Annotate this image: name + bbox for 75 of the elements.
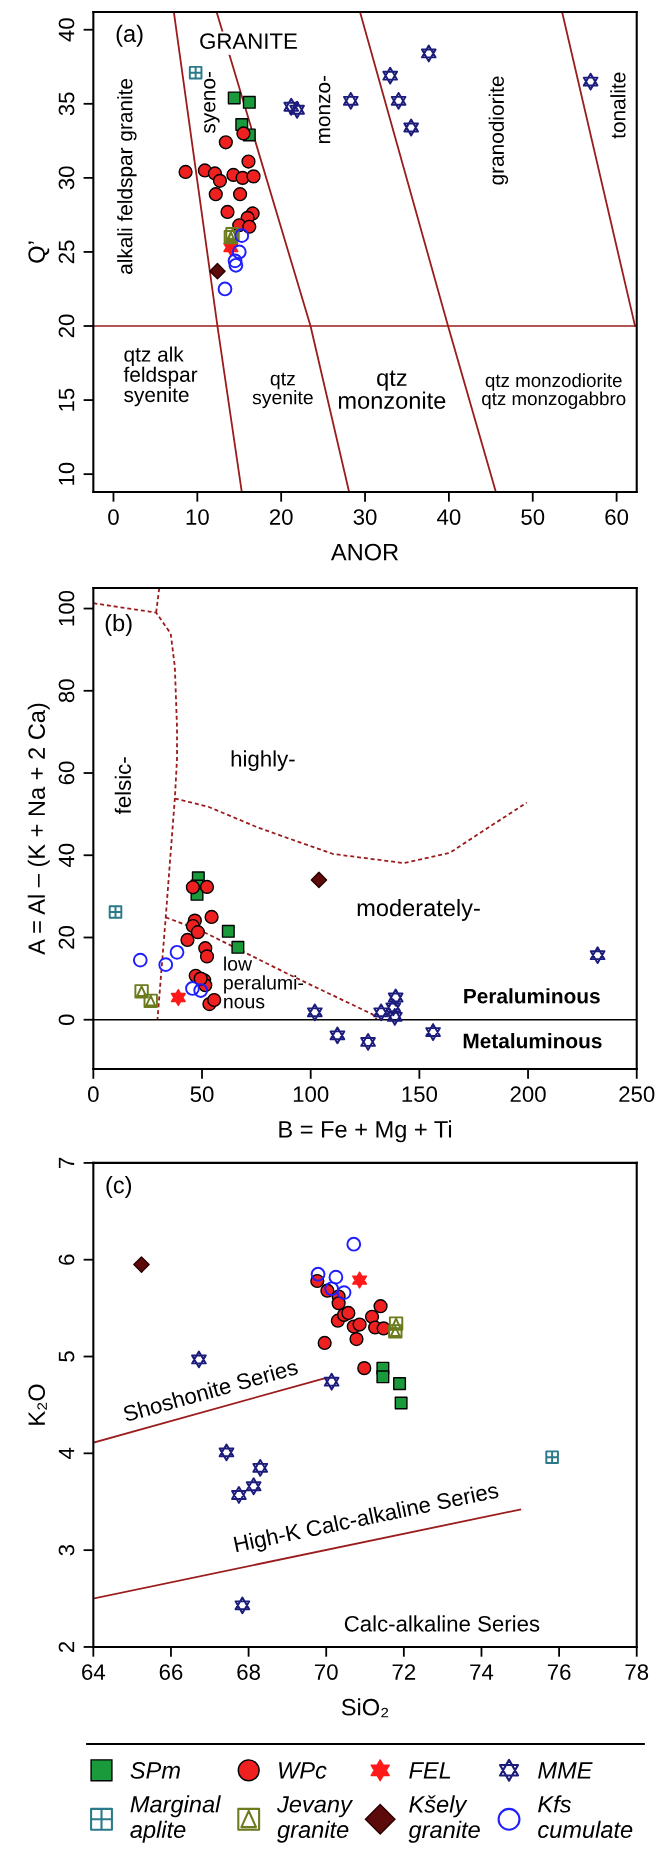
x-axis-title: ANOR [330, 543, 399, 561]
y-tick-label: 40 [58, 18, 75, 42]
x-tick-label: 50 [521, 509, 545, 525]
annotation: qtz alk feldspar syenite [123, 346, 198, 407]
annotation: tonalite [610, 72, 626, 139]
y-tick-label: 0 [58, 1014, 75, 1026]
y-tick-label: 40 [58, 843, 75, 868]
y-tick-label: 6 [58, 1254, 75, 1265]
annotation: syeno- [204, 71, 220, 134]
y-tick-label: 80 [58, 679, 75, 703]
x-tick-label: 68 [237, 1664, 260, 1680]
x-tick-label: 66 [159, 1664, 183, 1680]
legend-label: Kfs cumulate [538, 1795, 633, 1839]
x-tick-label: 64 [82, 1664, 106, 1680]
y-tick-label: 3 [58, 1544, 75, 1556]
x-tick-label: 60 [605, 509, 629, 525]
annotation: granodiorite [488, 76, 509, 185]
x-tick-label: 100 [293, 1086, 329, 1103]
x-tick-label: 78 [625, 1664, 649, 1680]
annotation: felsic- [114, 757, 132, 815]
x-tick-label: 74 [470, 1664, 494, 1680]
x-tick-label: 30 [353, 509, 377, 525]
annotation: low peralumi- nous [224, 956, 304, 1009]
y-tick-label: 20 [58, 314, 75, 338]
x-tick-label: 0 [88, 1086, 99, 1103]
legend-label: FEL [409, 1762, 451, 1779]
y-tick-label: 60 [58, 761, 75, 785]
annotation: Calc-alkaline Series [344, 1615, 540, 1632]
legend-label: SPm [130, 1762, 180, 1779]
annotation: High-K Calc-alkaline Series [233, 1481, 500, 1557]
x-tick-label: 70 [315, 1664, 338, 1680]
x-tick-label: 0 [108, 509, 119, 525]
y-tick-label: 30 [58, 166, 75, 190]
annotation: (b) [105, 613, 132, 636]
x-tick-label: 10 [186, 509, 209, 525]
x-tick-label: 40 [437, 509, 461, 525]
x-tick-label: 76 [547, 1664, 571, 1680]
legend-label: MME [538, 1762, 593, 1779]
y-tick-label: 20 [58, 926, 75, 949]
annotation: qtz syenite [252, 372, 313, 409]
x-tick-label: 200 [510, 1086, 546, 1103]
y-tick-label: 35 [58, 92, 75, 116]
y-axis-title: K₂O [28, 1384, 47, 1425]
annotation: highly- [231, 750, 295, 772]
annotation: Peraluminous [464, 988, 600, 1004]
annotation: (a) [116, 24, 143, 47]
x-tick-label: 150 [402, 1086, 438, 1103]
annotation: alkali feldspar granite [117, 78, 137, 274]
annotation: Metaluminous [463, 1033, 602, 1049]
x-tick-label: 20 [269, 509, 293, 525]
y-tick-label: 5 [58, 1351, 75, 1362]
annotation: qtz monzodiorite qtz monzogabbro [482, 373, 626, 410]
x-axis-title: B = Fe + Mg + Ti [279, 1120, 452, 1143]
legend-label: Marginal aplite [130, 1795, 221, 1843]
annotation: moderately- [357, 898, 480, 921]
legend-label: Jevany granite [276, 1796, 354, 1843]
y-tick-label: 10 [58, 462, 75, 485]
legend-label: Kšely granite [408, 1795, 480, 1843]
x-tick-label: 50 [190, 1086, 214, 1103]
y-tick-label: 7 [58, 1157, 75, 1168]
annotation: GRANITE [200, 33, 297, 50]
y-tick-label: 2 [58, 1641, 75, 1653]
y-axis-title: A = Al – (K + Na + 2 Ca) [27, 703, 50, 955]
y-tick-label: 25 [58, 240, 75, 264]
y-tick-label: 15 [58, 388, 75, 411]
y-tick-label: 100 [58, 590, 75, 626]
legend-label: WPc [279, 1762, 327, 1779]
y-tick-label: 4 [58, 1447, 75, 1459]
annotation: monzo- [318, 75, 331, 144]
x-tick-label: 250 [619, 1086, 655, 1103]
y-axis-title: Q’ [28, 241, 50, 263]
annotation: (c) [106, 1176, 132, 1199]
annotation: qtz monzonite [338, 370, 446, 409]
x-tick-label: 72 [392, 1664, 416, 1680]
x-axis-title: SiO₂ [341, 1698, 389, 1718]
